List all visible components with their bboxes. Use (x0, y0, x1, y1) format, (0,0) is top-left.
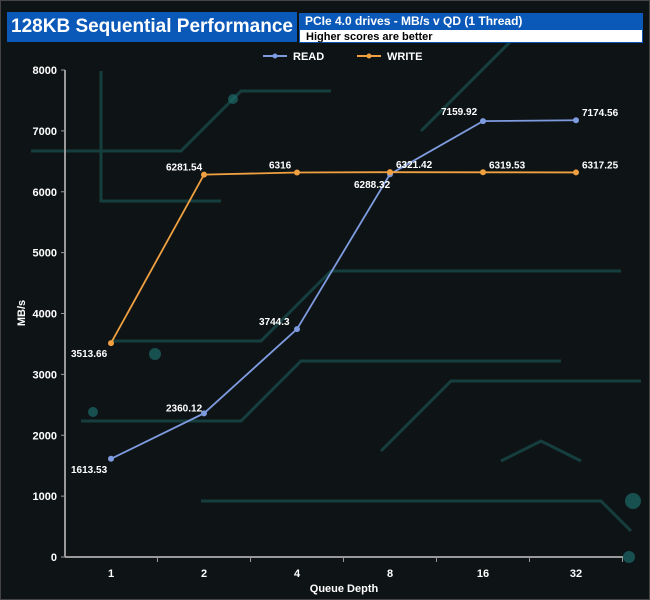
data-label-read: 2360.12 (166, 403, 203, 414)
y-tick-label: 5000 (33, 248, 57, 260)
data-point-write (480, 169, 486, 176)
x-axis-title: Queue Depth (310, 583, 379, 595)
legend-marker-write (366, 53, 372, 59)
data-label-write: 6316 (269, 161, 292, 172)
data-label-read: 3744.3 (259, 317, 290, 328)
data-label-write: 6281.54 (166, 163, 203, 174)
x-tick-label: 16 (477, 568, 489, 580)
data-point-read (573, 117, 579, 124)
x-tick-label: 4 (294, 568, 301, 580)
chart-note: Higher scores are better (299, 29, 643, 43)
data-label-write: 6317.25 (582, 160, 619, 171)
legend-label-read: READ (293, 51, 324, 63)
y-tick-label: 7000 (33, 126, 57, 138)
y-tick-label: 0 (51, 552, 57, 564)
data-point-read (201, 410, 207, 417)
data-point-write (387, 169, 393, 176)
data-point-write (201, 171, 207, 178)
y-tick-label: 6000 (33, 187, 57, 199)
data-point-read (294, 326, 300, 333)
y-axis-title: MB/s (16, 300, 28, 326)
y-tick-label: 2000 (33, 430, 57, 442)
x-tick-label: 1 (108, 568, 114, 580)
data-label-read: 1613.53 (71, 465, 108, 476)
data-point-read (108, 455, 114, 462)
series-line-read (110, 119, 577, 460)
y-tick-label: 1000 (33, 491, 57, 503)
y-tick-label: 4000 (33, 309, 57, 321)
data-label-read: 7174.56 (582, 108, 619, 119)
y-tick-label: 3000 (33, 369, 57, 381)
x-tick-label: 2 (201, 568, 207, 580)
series-line-write (110, 171, 577, 344)
data-label-read: 7159.92 (441, 107, 478, 118)
chart-title: 128KB Sequential Performance (7, 12, 297, 42)
x-tick-label: 32 (570, 568, 582, 580)
data-point-write (294, 169, 300, 176)
chart-subtitle: PCIe 4.0 drives - MB/s v QD (1 Thread) (299, 13, 643, 29)
y-tick-label: 8000 (33, 65, 57, 77)
data-point-read (480, 118, 486, 125)
data-point-write (573, 169, 579, 176)
data-label-read: 6288.32 (354, 180, 391, 191)
data-label-write: 3513.66 (71, 349, 108, 360)
data-label-write: 6319.53 (489, 160, 526, 171)
data-point-write (108, 340, 114, 347)
legend-marker-read (272, 53, 278, 59)
data-label-write: 6321.42 (396, 160, 433, 171)
legend-label-write: WRITE (387, 51, 422, 63)
x-tick-label: 8 (387, 568, 393, 580)
